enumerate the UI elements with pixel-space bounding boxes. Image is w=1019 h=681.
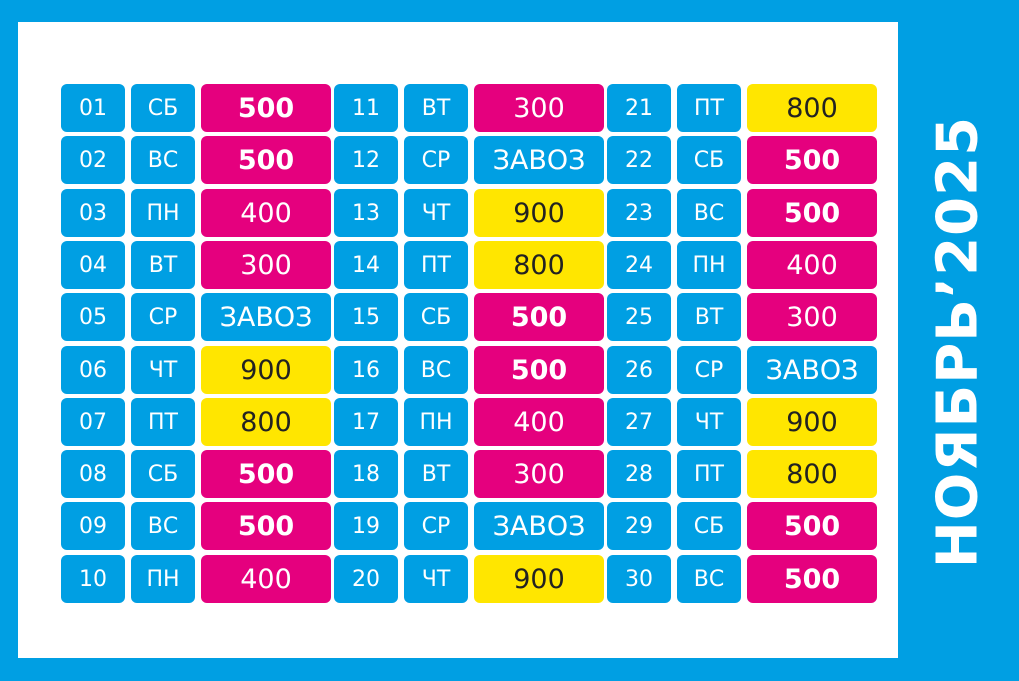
day-number: 16 (334, 346, 398, 394)
weekday: ЧТ (404, 189, 468, 237)
weekday: СР (404, 136, 468, 184)
day-number: 11 (334, 84, 398, 132)
day-value: ЗАВОЗ (474, 502, 604, 550)
calendar-grid: 01 СБ 500 02 ВС 500 03 ПН 400 04 ВТ 300 05 СР ЗАВОЗ 06 Ч… (18, 22, 898, 658)
weekday: ВС (404, 346, 468, 394)
day-number: 12 (334, 136, 398, 184)
day-value: 400 (201, 189, 331, 237)
day-value: 300 (474, 450, 604, 498)
day-value: 800 (201, 398, 331, 446)
day-number: 23 (607, 189, 671, 237)
weekday: ПН (131, 555, 195, 603)
weekday: ПН (404, 398, 468, 446)
day-number: 10 (61, 555, 125, 603)
day-value: 300 (747, 293, 877, 341)
day-value: 300 (201, 241, 331, 289)
day-value: ЗАВОЗ (747, 346, 877, 394)
weekday: ВТ (404, 450, 468, 498)
weekday: СБ (131, 84, 195, 132)
day-value: 800 (474, 241, 604, 289)
day-number: 20 (334, 555, 398, 603)
day-number: 18 (334, 450, 398, 498)
day-number: 29 (607, 502, 671, 550)
day-number: 05 (61, 293, 125, 341)
weekday: СБ (677, 502, 741, 550)
day-number: 06 (61, 346, 125, 394)
day-value: 800 (747, 450, 877, 498)
day-number: 02 (61, 136, 125, 184)
calendar-panel: 01 СБ 500 02 ВС 500 03 ПН 400 04 ВТ 300 05 СР ЗАВОЗ 06 Ч… (18, 22, 898, 658)
day-value: 500 (474, 293, 604, 341)
day-number: 30 (607, 555, 671, 603)
day-value: 400 (474, 398, 604, 446)
weekday: СР (677, 346, 741, 394)
day-number: 07 (61, 398, 125, 446)
weekday: ЧТ (677, 398, 741, 446)
weekday: СБ (404, 293, 468, 341)
day-value: 500 (747, 555, 877, 603)
weekday: ПН (131, 189, 195, 237)
day-number: 26 (607, 346, 671, 394)
day-number: 27 (607, 398, 671, 446)
day-number: 13 (334, 189, 398, 237)
day-value: 500 (201, 502, 331, 550)
weekday: ВС (131, 136, 195, 184)
day-number: 14 (334, 241, 398, 289)
day-value: 500 (474, 346, 604, 394)
day-value: 500 (201, 84, 331, 132)
day-value: 500 (201, 136, 331, 184)
day-value: 800 (747, 84, 877, 132)
weekday: ПТ (404, 241, 468, 289)
weekday: ВС (677, 555, 741, 603)
day-value: 900 (747, 398, 877, 446)
day-number: 01 (61, 84, 125, 132)
weekday: СБ (131, 450, 195, 498)
weekday: ВС (677, 189, 741, 237)
day-value: 900 (201, 346, 331, 394)
weekday: ПН (677, 241, 741, 289)
weekday: СБ (677, 136, 741, 184)
weekday: ВС (131, 502, 195, 550)
day-number: 25 (607, 293, 671, 341)
day-value: ЗАВОЗ (201, 293, 331, 341)
day-value: 400 (201, 555, 331, 603)
weekday: ПТ (131, 398, 195, 446)
day-number: 24 (607, 241, 671, 289)
day-value: 400 (747, 241, 877, 289)
day-number: 17 (334, 398, 398, 446)
day-number: 21 (607, 84, 671, 132)
day-number: 08 (61, 450, 125, 498)
day-number: 09 (61, 502, 125, 550)
weekday: ВТ (404, 84, 468, 132)
weekday: ЧТ (131, 346, 195, 394)
weekday: ЧТ (404, 555, 468, 603)
day-value: 300 (474, 84, 604, 132)
weekday: ПТ (677, 84, 741, 132)
weekday: СР (131, 293, 195, 341)
weekday: ПТ (677, 450, 741, 498)
day-value: 500 (747, 136, 877, 184)
day-number: 19 (334, 502, 398, 550)
weekday: ВТ (677, 293, 741, 341)
month-title: НОЯБРЬ’2025 (925, 115, 991, 569)
day-number: 22 (607, 136, 671, 184)
day-value: 900 (474, 189, 604, 237)
day-number: 15 (334, 293, 398, 341)
day-number: 28 (607, 450, 671, 498)
weekday: СР (404, 502, 468, 550)
day-value: 900 (474, 555, 604, 603)
weekday: ВТ (131, 241, 195, 289)
day-number: 03 (61, 189, 125, 237)
day-value: 500 (747, 189, 877, 237)
day-value: ЗАВОЗ (474, 136, 604, 184)
day-value: 500 (201, 450, 331, 498)
day-value: 500 (747, 502, 877, 550)
day-number: 04 (61, 241, 125, 289)
